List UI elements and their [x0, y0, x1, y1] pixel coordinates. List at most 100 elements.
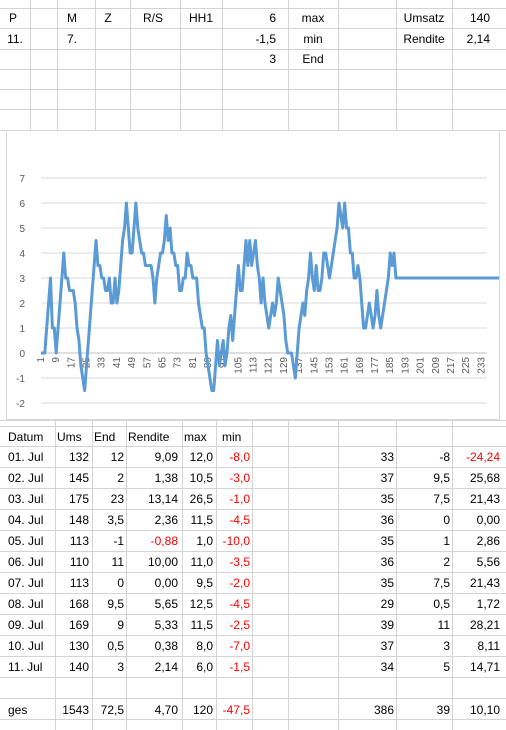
table-cell-r2[interactable]: 2 — [443, 555, 450, 569]
table-cell-max[interactable]: 9,5 — [196, 576, 213, 590]
table-cell-r1[interactable]: 36 — [380, 513, 394, 527]
total-cell-end[interactable]: 72,5 — [100, 703, 124, 717]
table-cell-datum[interactable]: 02. Jul — [8, 471, 44, 485]
table-cell-r3[interactable]: -24,24 — [465, 450, 500, 464]
table-header-cell[interactable]: Datum — [8, 430, 44, 444]
table-cell-r1[interactable]: 34 — [380, 660, 394, 674]
table-cell-rendite[interactable]: 0,00 — [154, 576, 178, 590]
table-cell-min[interactable]: -2,5 — [229, 618, 250, 632]
table-cell-ums[interactable]: 168 — [68, 597, 89, 611]
cell-header-z[interactable]: Z — [104, 11, 112, 25]
table-cell-ums[interactable]: 130 — [68, 639, 89, 653]
table-cell-r2[interactable]: 1 — [443, 534, 450, 548]
table-cell-ums[interactable]: 169 — [68, 618, 89, 632]
table-header-cell[interactable]: Ums — [57, 430, 82, 444]
table-cell-ums[interactable]: 132 — [68, 450, 89, 464]
table-cell-r1[interactable]: 33 — [380, 450, 394, 464]
table-cell-max[interactable]: 10,5 — [189, 471, 213, 485]
table-cell-max[interactable]: 11,5 — [190, 618, 213, 632]
table-cell-end[interactable]: 9,5 — [107, 597, 124, 611]
table-cell-datum[interactable]: 03. Jul — [8, 492, 44, 506]
table-cell-r2[interactable]: 7,5 — [433, 576, 450, 590]
table-cell-max[interactable]: 12,0 — [189, 450, 213, 464]
table-cell-end[interactable]: 9 — [117, 618, 124, 632]
cell-p-value[interactable]: 11. — [7, 32, 23, 46]
table-cell-r3[interactable]: 21,43 — [469, 492, 500, 506]
table-cell-min[interactable]: -8,0 — [229, 450, 250, 464]
table-cell-r1[interactable]: 35 — [380, 492, 394, 506]
table-cell-datum[interactable]: 06. Jul — [8, 555, 44, 569]
table-cell-datum[interactable]: 01. Jul — [8, 450, 44, 464]
table-header-cell[interactable]: Rendite — [128, 430, 170, 444]
table-cell-max[interactable]: 11,5 — [190, 513, 213, 527]
total-cell-rendite[interactable]: 4,70 — [154, 703, 178, 717]
table-cell-ums[interactable]: 145 — [68, 471, 89, 485]
table-cell-r3[interactable]: 2,86 — [476, 534, 500, 548]
table-header-cell[interactable]: min — [222, 430, 242, 444]
total-cell-max[interactable]: 120 — [192, 703, 213, 717]
table-cell-min[interactable]: -2,0 — [229, 576, 250, 590]
table-cell-min[interactable]: -4,5 — [229, 513, 250, 527]
total-cell-min[interactable]: -47,5 — [222, 703, 250, 717]
table-cell-r1[interactable]: 35 — [380, 576, 394, 590]
table-cell-r1[interactable]: 39 — [380, 618, 394, 632]
table-cell-end[interactable]: 3 — [117, 660, 124, 674]
table-cell-r1[interactable]: 36 — [380, 555, 394, 569]
table-cell-min[interactable]: -10,0 — [222, 534, 250, 548]
table-cell-r3[interactable]: 21,43 — [469, 576, 500, 590]
table-cell-end[interactable]: 0,5 — [107, 639, 124, 653]
cell-max-value[interactable]: 6 — [269, 11, 276, 25]
table-cell-r1[interactable]: 29 — [380, 597, 394, 611]
table-cell-r3[interactable]: 14,71 — [469, 660, 500, 674]
table-cell-ums[interactable]: 110 — [69, 555, 89, 569]
table-cell-r2[interactable]: 5 — [443, 660, 450, 674]
table-cell-min[interactable]: -4,5 — [229, 597, 250, 611]
table-cell-datum[interactable]: 05. Jul — [8, 534, 44, 548]
cell-rendite-value[interactable]: 2,14 — [466, 32, 490, 46]
cell-umsatz-value[interactable]: 140 — [469, 11, 490, 25]
table-cell-end[interactable]: 3,5 — [107, 513, 124, 527]
table-cell-rendite[interactable]: 2,14 — [154, 660, 178, 674]
table-cell-rendite[interactable]: 0,38 — [154, 639, 178, 653]
table-cell-end[interactable]: -1 — [113, 534, 124, 548]
total-cell-r3[interactable]: 10,10 — [469, 703, 500, 717]
table-cell-rendite[interactable]: 1,38 — [154, 471, 178, 485]
cell-end-label[interactable]: End — [302, 52, 324, 66]
table-cell-datum[interactable]: 08. Jul — [8, 597, 44, 611]
cell-end-value[interactable]: 3 — [269, 52, 276, 66]
table-cell-datum[interactable]: 09. Jul — [8, 618, 44, 632]
table-cell-r3[interactable]: 5,56 — [476, 555, 500, 569]
table-cell-r2[interactable]: 7,5 — [433, 492, 450, 506]
table-cell-end[interactable]: 11 — [111, 555, 124, 569]
cell-umsatz-label[interactable]: Umsatz — [403, 11, 445, 25]
table-cell-max[interactable]: 6,0 — [196, 660, 213, 674]
table-cell-r3[interactable]: 1,72 — [476, 597, 500, 611]
table-header-cell[interactable]: max — [184, 430, 207, 444]
cell-min-value[interactable]: -1,5 — [255, 32, 276, 46]
table-cell-ums[interactable]: 113 — [69, 576, 89, 590]
table-cell-r1[interactable]: 37 — [380, 639, 394, 653]
table-cell-end[interactable]: 23 — [110, 492, 124, 506]
cell-header-p[interactable]: P — [8, 11, 17, 25]
table-cell-r3[interactable]: 28,21 — [469, 618, 500, 632]
table-cell-ums[interactable]: 175 — [68, 492, 89, 506]
table-cell-r3[interactable]: 8,11 — [477, 639, 500, 653]
table-cell-r1[interactable]: 35 — [380, 534, 394, 548]
table-cell-end[interactable]: 12 — [110, 450, 124, 464]
table-cell-r2[interactable]: -8 — [439, 450, 450, 464]
table-cell-rendite[interactable]: 9,09 — [154, 450, 178, 464]
total-cell-r1[interactable]: 386 — [373, 703, 394, 717]
table-cell-max[interactable]: 11,0 — [190, 555, 213, 569]
table-cell-r2[interactable]: 3 — [443, 639, 450, 653]
table-cell-rendite[interactable]: 2,36 — [154, 513, 178, 527]
table-cell-min[interactable]: -3,5 — [229, 555, 250, 569]
table-cell-rendite[interactable]: 10,00 — [147, 555, 178, 569]
total-cell-ums[interactable]: 1543 — [62, 703, 89, 717]
table-cell-r3[interactable]: 25,68 — [469, 471, 500, 485]
total-cell-r2[interactable]: 39 — [436, 703, 450, 717]
line-chart[interactable]: 7 6 5 4 3 2 1 0 -1 -2 1 9 17 25 33 41 49 57 65 73 81 89 97 105 1… — [6, 130, 505, 420]
table-cell-min[interactable]: -3,0 — [229, 471, 250, 485]
table-cell-ums[interactable]: 113 — [69, 534, 89, 548]
table-cell-rendite[interactable]: 5,33 — [154, 618, 178, 632]
table-cell-max[interactable]: 8,0 — [196, 639, 213, 653]
